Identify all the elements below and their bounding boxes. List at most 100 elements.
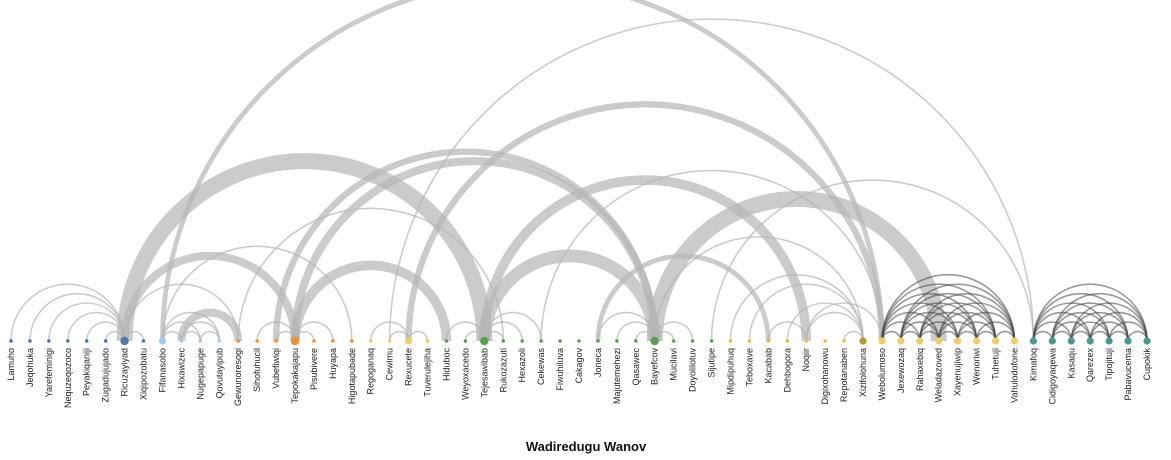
node-label: Cidigoyaqewa bbox=[1047, 348, 1057, 405]
node-dot bbox=[804, 339, 808, 343]
node-label: Qasawec bbox=[631, 348, 641, 386]
link-arc bbox=[405, 101, 886, 342]
link-arc bbox=[272, 148, 658, 342]
node-dot bbox=[859, 337, 867, 345]
node-label: Qarezex bbox=[1085, 348, 1095, 383]
node-label: Pabavucema bbox=[1123, 348, 1133, 401]
node-dot bbox=[1143, 337, 1151, 345]
labels-layer: Lamuho Jeqohuka Yarefeminigi Nequzeqozoco Pe… bbox=[6, 348, 1152, 409]
node-label: Nequzeqozoco bbox=[63, 348, 73, 408]
link-arc bbox=[290, 260, 452, 342]
node-dot bbox=[198, 339, 203, 343]
link-arc bbox=[540, 169, 883, 342]
node-dot bbox=[463, 339, 468, 343]
link-arc bbox=[919, 302, 997, 342]
link-arc bbox=[616, 321, 656, 342]
node-label: Kacabab bbox=[763, 348, 773, 384]
link-arc bbox=[1089, 311, 1148, 342]
node-dot bbox=[28, 339, 32, 343]
node-dot bbox=[368, 339, 373, 343]
node-dot bbox=[103, 339, 108, 343]
node-label: Joneca bbox=[593, 348, 603, 377]
link-arc bbox=[294, 321, 334, 342]
link-arc bbox=[237, 207, 505, 342]
node-label: Tejesawibab bbox=[479, 348, 489, 398]
node-dot bbox=[878, 337, 886, 345]
link-arc bbox=[900, 283, 1016, 342]
link-arc bbox=[1032, 292, 1129, 342]
node-dot bbox=[935, 337, 943, 345]
node-dot bbox=[728, 339, 733, 343]
node-dot bbox=[785, 339, 790, 343]
node-dot bbox=[405, 337, 413, 345]
links-layer bbox=[10, 0, 1148, 342]
node-dot bbox=[991, 337, 1000, 345]
node-dot bbox=[1029, 337, 1037, 345]
node-dot bbox=[84, 339, 89, 343]
node-dot bbox=[1067, 337, 1075, 345]
node-dot bbox=[350, 339, 354, 343]
node-dot bbox=[916, 337, 924, 345]
link-arc bbox=[256, 321, 296, 342]
node-label: Pisubivere bbox=[309, 348, 319, 390]
node-label: Lamuho bbox=[6, 348, 16, 381]
node-label: Xizifolohuna bbox=[858, 348, 868, 397]
link-arc bbox=[786, 302, 864, 342]
node-label: Webolumoso bbox=[877, 348, 887, 400]
link-arc bbox=[477, 249, 662, 342]
node-label: Cewimu bbox=[385, 348, 395, 381]
link-arc bbox=[595, 253, 771, 342]
chart-title: Wadiredugu Wanov bbox=[526, 439, 647, 454]
node-dot bbox=[973, 337, 981, 345]
node-dot bbox=[1048, 337, 1056, 345]
link-arc bbox=[956, 311, 1016, 342]
link-arc bbox=[120, 251, 299, 342]
link-arc bbox=[479, 175, 811, 342]
link-arc bbox=[10, 283, 126, 342]
node-dot bbox=[312, 339, 316, 343]
node-dot bbox=[747, 339, 752, 343]
node-label: Zugadujujado bbox=[101, 348, 111, 403]
node-label: Cupokik bbox=[1142, 348, 1152, 381]
link-arc bbox=[919, 292, 1016, 342]
link-arc bbox=[597, 311, 656, 342]
node-label: Majutemehezi bbox=[612, 348, 622, 404]
node-label: Teboxave bbox=[744, 348, 754, 387]
node-dot bbox=[1105, 337, 1113, 345]
link-arc bbox=[199, 330, 221, 342]
node-dot bbox=[255, 339, 259, 343]
node-label: Mucilavi bbox=[669, 348, 679, 381]
node-dot bbox=[158, 337, 167, 345]
link-arc bbox=[85, 321, 126, 342]
link-arc bbox=[1108, 321, 1148, 342]
link-arc bbox=[646, 191, 947, 342]
node-label: Rukozazuti bbox=[498, 348, 508, 393]
node-dot bbox=[690, 339, 695, 343]
node-dot bbox=[501, 339, 506, 343]
link-arc bbox=[1032, 283, 1148, 342]
link-arc bbox=[975, 321, 1016, 342]
node-label: Dehbogora bbox=[782, 348, 792, 393]
node-dot bbox=[1010, 337, 1019, 345]
node-label: Qovutayipub bbox=[214, 348, 224, 399]
node-label: Fiwuhiluva bbox=[555, 348, 565, 391]
node-dot bbox=[425, 339, 430, 343]
node-label: Bayefcov bbox=[650, 348, 660, 386]
node-label: Xiqipozobatu bbox=[139, 348, 149, 400]
link-arc bbox=[1051, 302, 1129, 342]
node-label: Jeqohuka bbox=[25, 348, 35, 387]
node-dot bbox=[47, 339, 51, 343]
link-arc bbox=[160, 0, 885, 342]
link-arc bbox=[881, 292, 978, 342]
link-arc bbox=[1051, 292, 1148, 342]
node-dot bbox=[217, 339, 222, 343]
node-label: Regoganaq bbox=[366, 348, 376, 395]
node-dot bbox=[634, 339, 638, 343]
link-arc bbox=[748, 283, 864, 342]
node-label: Wenoriwi bbox=[972, 348, 982, 385]
node-dot bbox=[671, 339, 676, 343]
link-arc bbox=[881, 274, 1016, 342]
node-dot bbox=[480, 336, 489, 346]
node-dot bbox=[1124, 337, 1132, 345]
node-label: Doyolilotuv bbox=[688, 348, 698, 393]
